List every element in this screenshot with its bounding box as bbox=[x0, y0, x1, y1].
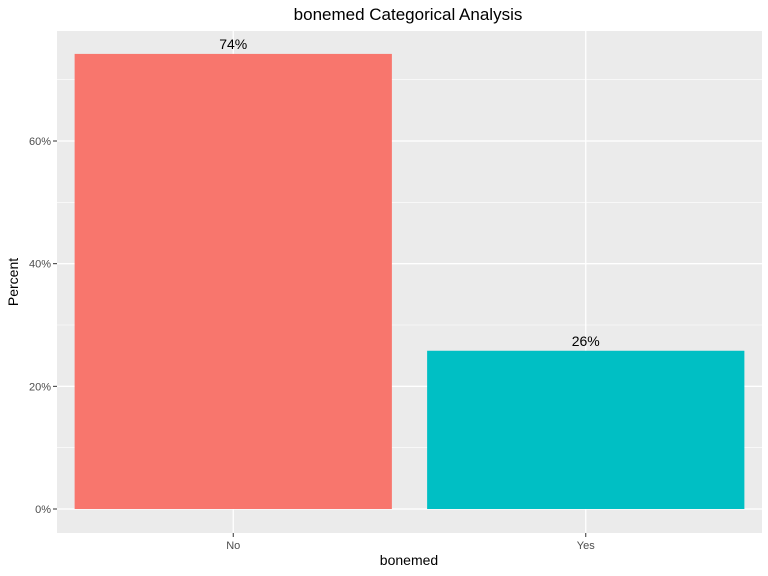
y-tick-label: 60% bbox=[29, 136, 51, 148]
y-tick-label: 0% bbox=[35, 504, 51, 516]
data-label-yes: 26% bbox=[572, 333, 600, 349]
axis-ticks: 0% 20% 40% 60% No Yes bbox=[29, 136, 595, 552]
y-tick-label: 20% bbox=[29, 381, 51, 393]
data-labels: 74% 26% bbox=[219, 36, 600, 349]
x-axis-title: bonemed bbox=[380, 552, 438, 568]
y-axis-title: Percent bbox=[5, 258, 21, 306]
bar-yes bbox=[427, 350, 745, 509]
x-tick-label-yes: Yes bbox=[577, 540, 595, 552]
bars bbox=[74, 53, 745, 509]
chart-title: bonemed Categorical Analysis bbox=[294, 5, 523, 24]
data-label-no: 74% bbox=[219, 36, 247, 52]
x-tick-label-no: No bbox=[226, 540, 240, 552]
y-tick-label: 40% bbox=[29, 259, 51, 271]
bar-no bbox=[74, 53, 392, 509]
